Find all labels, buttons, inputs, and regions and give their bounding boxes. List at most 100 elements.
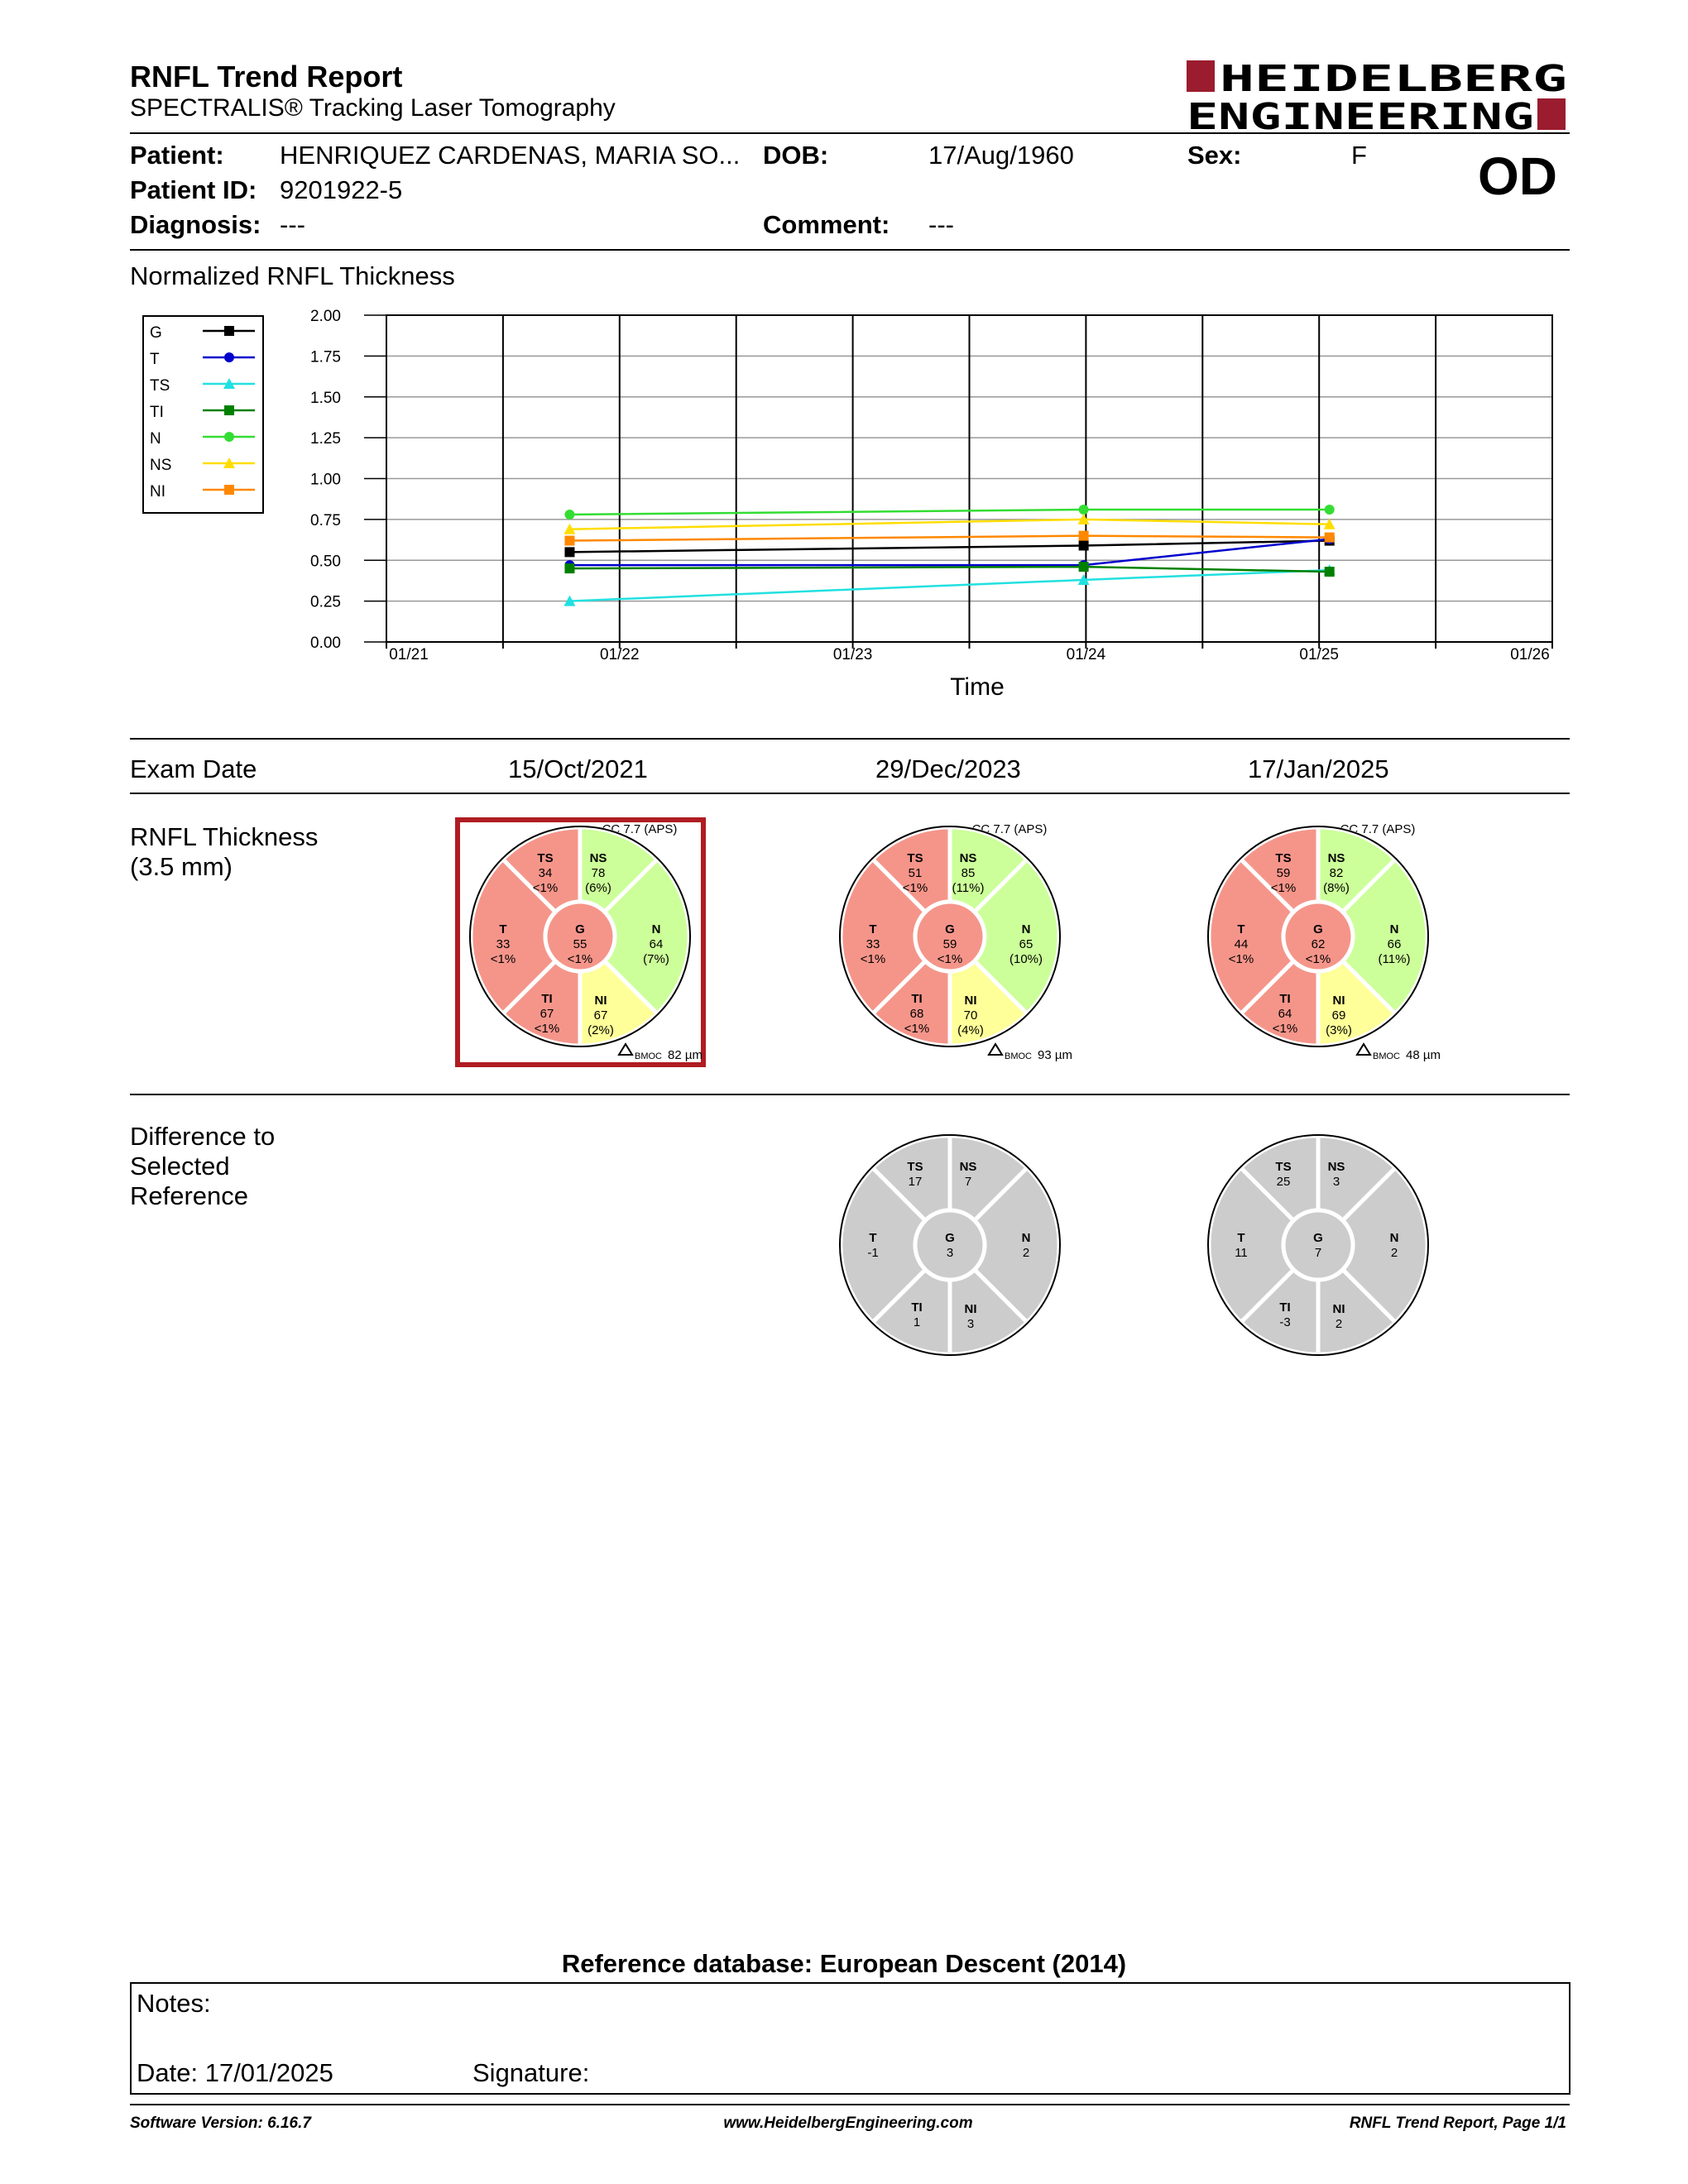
exam-date-3: 17/Jan/2025 [1248,754,1389,783]
legend-label: TS [150,377,170,395]
sector-name-n: N [652,922,661,936]
thickness-2-outline [839,826,1061,1047]
difference-label-1: Difference to [130,1122,276,1151]
diff-sector-value: 7 [1315,1246,1321,1260]
x-axis-title: Time [950,673,1005,701]
x-tick-label: 01/25 [1299,646,1339,663]
sector-name-ns: NS [590,851,607,865]
legend-label: NI [150,483,165,500]
y-tick-label: 0.50 [310,553,341,570]
thickness-divider [130,1094,1570,1095]
diff-sector-name-ts: TS [907,1160,923,1174]
sector-value: 85 [961,866,976,880]
thickness-3-ring: TS59<1%NS82(8%)N66(11%)NI69(3%)TI64<1%T4… [1206,825,1430,1048]
data-point-ts [1077,573,1090,585]
sector-value: 65 [1019,937,1033,951]
sector-name-t: T [499,922,506,936]
data-point-g [564,547,575,558]
diff-sector-value: 3 [967,1317,974,1331]
data-point-ns [1077,513,1090,524]
diff-sector-name-t: T [1237,1231,1244,1245]
trend-chart: 0.00 0.25 0.50 0.75 1.00 1.25 1.50 1.75 2.00 01/2… [150,308,1553,701]
website-link[interactable]: www.HeidelbergEngineering.com [723,2115,973,2132]
diff-sector-value: 25 [1277,1175,1291,1189]
x-tick-label: 01/26 [1510,646,1550,663]
legend-marker [224,405,234,415]
patient-id-label: Patient ID: [130,175,257,204]
sector-name-ti: TI [541,992,552,1006]
legend-label: T [150,351,160,368]
diagnosis-label: Diagnosis: [130,210,261,239]
sector-percentile: (10%) [1009,952,1043,966]
logo-engineering-text: ENGINEERING [1187,96,1534,132]
difference-2-sector-g [1281,1208,1355,1282]
difference-1-outline [839,1134,1061,1356]
dob-label: DOB: [763,141,829,170]
sector-name-ts: TS [1275,851,1291,865]
sector-percentile: (7%) [643,952,669,966]
diff-sector-value: 2 [1336,1317,1342,1331]
exam-top-divider [130,738,1570,740]
sector-value: 67 [594,1008,608,1023]
x-tick-label: 01/22 [600,646,640,663]
difference-1-sector-g [913,1208,987,1282]
logo-heidelberg-text: HEIDELBERG [1220,58,1567,100]
selected-reference-frame [455,817,706,1067]
legend-marker [224,352,234,362]
sector-value: 59 [1277,866,1291,880]
legend-label: NS [150,457,171,474]
thickness-1-sector-g [543,899,617,974]
diff-sector-name-n: N [1390,1231,1399,1245]
diagnosis-value: --- [280,210,305,239]
exam-date-divider [130,793,1570,794]
data-point-n [564,509,575,520]
sector-name-ni: NI [595,994,607,1008]
y-tick-label: 0.75 [310,512,341,529]
bmoc-label: BMOC [635,1051,662,1061]
diff-sector-name-ni: NI [965,1302,977,1316]
sector-rings: CC 7.7 (APS)TS34<1%NS78(6%)N64(7%)NI67(2… [455,817,1441,1357]
sector-value: 66 [1388,937,1402,951]
diff-sector-value: 1 [914,1315,920,1329]
series-ns [563,513,1336,534]
x-tick-label: 01/23 [833,646,873,663]
report-title: RNFL Trend Report [130,60,403,93]
data-point-ni [1078,530,1089,541]
sector-percentile: <1% [938,952,962,966]
report-date: Date: 17/01/2025 [137,2058,333,2087]
sector-value: 64 [1278,1007,1292,1021]
thickness-3-outline [1207,826,1429,1047]
sector-value: 67 [540,1007,554,1021]
legend-marker [223,457,235,468]
data-point-ns [1323,518,1336,529]
report-subtitle: SPECTRALIS® Tracking Laser Tomography [130,94,616,122]
sector-name-ns: NS [1328,851,1345,865]
sector-value: 64 [650,937,664,951]
plot-frame [386,314,1553,643]
sector-percentile: (3%) [1326,1023,1352,1037]
sector-name-n: N [1390,922,1399,936]
exam-date-2: 29/Dec/2023 [875,754,1021,783]
bmoc-delta-icon [1355,1042,1372,1056]
eye-indicator: OD [1478,146,1557,206]
patient-divider [130,249,1570,251]
legend-label: TI [150,404,164,421]
diff-sector-name-n: N [1022,1231,1031,1245]
x-tick-label: 01/21 [389,646,429,663]
y-tick-label: 1.50 [310,390,341,407]
bmoc-value: 82 µm [668,1048,703,1062]
legend-marker [224,326,234,336]
reference-database: Reference database: European Descent (20… [561,1949,1127,1978]
sector-name-ti: TI [911,992,922,1006]
sector-value: 70 [964,1008,978,1023]
dob-value: 17/Aug/1960 [928,141,1074,170]
sector-value: 62 [1312,937,1326,951]
legend-marker [224,432,234,442]
sex-value: F [1351,141,1367,170]
sector-percentile: (11%) [952,881,985,895]
sector-value: 69 [1332,1008,1346,1023]
data-point-ti [1078,562,1089,572]
diff-sector-value: 3 [1333,1175,1340,1189]
difference-label-2: Selected [130,1152,230,1181]
bmoc-delta-icon [617,1042,634,1056]
